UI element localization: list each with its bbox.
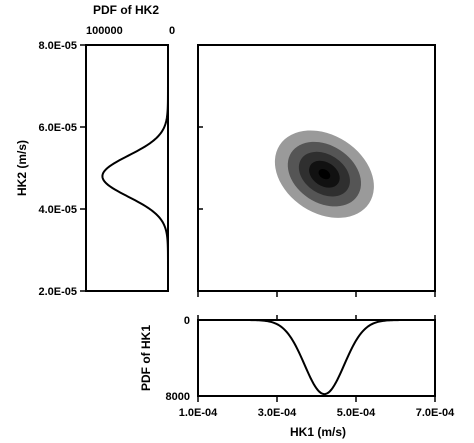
hk1-xtick-label: 5.0E-04 [337,407,376,419]
hk2-ytick-label: 2.0E-05 [38,286,77,298]
pdf-hk1-ytick-max: 8000 [166,391,190,403]
hk2-ytick-label: 8.0E-05 [38,40,77,52]
pdf-hk1-ytick-zero: 0 [184,315,190,327]
pdf-hk2-plot-frame [85,44,169,292]
pdf-hk1-plot-frame [197,319,436,397]
joint-panel [197,44,436,297]
hk1-xtick-label: 7.0E-04 [416,407,455,419]
pdf-hk1-axis-label: PDF of HK1 [139,325,153,391]
pdf-hk1-curve [198,319,435,396]
pdf-hk2-title: PDF of HK2 [93,3,159,17]
joint-plot-frame [197,44,436,292]
pdf-hk1-panel: 0 8000 PDF of HK1 1.0E-04 3.0E-04 5.0E-04 7… [139,315,455,439]
hk2-axis-label: HK2 (m/s) [15,140,29,196]
pdf-hk2-y-axis: 2.0E-05 4.0E-05 6.0E-05 8.0E-05 [38,40,86,298]
joint-contours [274,130,374,218]
joint-ticks [197,44,436,297]
pdf-hk1-x-axis: 1.0E-04 3.0E-04 5.0E-04 7.0E-04 [179,315,455,419]
hk2-ytick-label: 6.0E-05 [38,122,77,134]
contour-level-5 [318,169,331,180]
pdf-hk2-curve [101,45,169,291]
pdf-hk2-panel: PDF of HK2 100000 0 2.0E-05 4.0E-05 6.0E-0… [15,3,175,298]
pdf-hk2-xtick-max: 100000 [86,25,123,37]
hk1-axis-label: HK1 (m/s) [290,425,346,439]
pdf-hk2-xtick-zero: 0 [169,25,175,37]
hk2-ytick-label: 4.0E-05 [38,204,77,216]
hk1-xtick-label: 1.0E-04 [179,407,218,419]
hk1-xtick-label: 3.0E-04 [258,407,297,419]
